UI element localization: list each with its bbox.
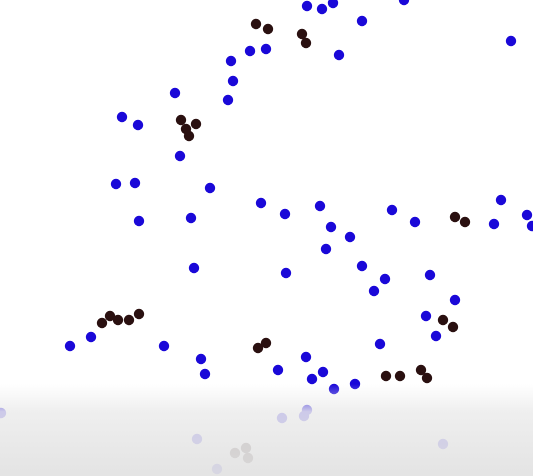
blue-dot-10	[227, 75, 239, 87]
blue-dot-41	[430, 330, 442, 342]
blue-dot-47	[199, 368, 211, 380]
blue-dot-57	[211, 463, 223, 475]
blue-dot-43	[64, 340, 76, 352]
blue-dot-3	[356, 15, 368, 27]
blue-dot-59	[0, 407, 7, 419]
blue-dot-35	[356, 260, 368, 272]
dark-dot-1	[262, 23, 274, 35]
blue-dot-39	[449, 294, 461, 306]
blue-dot-2	[327, 0, 339, 9]
blue-dot-18	[204, 182, 216, 194]
blue-dot-11	[222, 94, 234, 106]
dark-dot-5	[190, 118, 202, 130]
dark-dot-11	[104, 310, 116, 322]
blue-dot-21	[255, 197, 267, 209]
blue-dot-16	[110, 178, 122, 190]
blue-dot-27	[386, 204, 398, 216]
blue-dot-28	[409, 216, 421, 228]
blue-dot-54	[276, 412, 288, 424]
blue-dot-56	[191, 433, 203, 445]
dark-dot-16	[260, 337, 272, 349]
blue-dot-0	[301, 0, 313, 12]
dark-dot-13	[123, 314, 135, 326]
dark-dot-14	[133, 308, 145, 320]
dark-dot-23	[229, 447, 241, 459]
blue-dot-1	[316, 3, 328, 15]
blue-dot-31	[521, 209, 533, 221]
blue-dot-45	[158, 340, 170, 352]
blue-dot-32	[526, 220, 533, 232]
blue-dot-22	[279, 208, 291, 220]
blue-dot-8	[333, 49, 345, 61]
blue-dot-7	[260, 43, 272, 55]
blue-dot-53	[349, 378, 361, 390]
blue-dot-5	[505, 35, 517, 47]
blue-dot-49	[300, 351, 312, 363]
blue-dot-52	[328, 383, 340, 395]
dark-dot-24	[240, 442, 252, 454]
dark-dot-7	[180, 123, 192, 135]
dark-dot-2	[296, 28, 308, 40]
blue-dot-42	[374, 338, 386, 350]
blue-dot-9	[225, 55, 237, 67]
dark-dot-9	[459, 216, 471, 228]
blue-dot-38	[424, 269, 436, 281]
blue-dot-13	[116, 111, 128, 123]
blue-dot-6	[244, 45, 256, 57]
blue-dot-23	[314, 200, 326, 212]
blue-dot-24	[325, 221, 337, 233]
blue-dot-19	[133, 215, 145, 227]
blue-dot-37	[368, 285, 380, 297]
dark-dot-25	[242, 452, 254, 464]
dark-dot-18	[394, 370, 406, 382]
blue-dot-15	[174, 150, 186, 162]
blue-dot-58	[437, 438, 449, 450]
blue-dot-25	[344, 231, 356, 243]
blue-dot-40	[420, 310, 432, 322]
blue-dot-33	[188, 262, 200, 274]
blue-dot-50	[317, 366, 329, 378]
dark-dot-10	[96, 317, 108, 329]
dark-dot-17	[380, 370, 392, 382]
blue-dot-14	[132, 119, 144, 131]
blue-dot-48	[272, 364, 284, 376]
blue-dot-46	[195, 353, 207, 365]
blue-dot-51	[306, 373, 318, 385]
blue-dot-26	[320, 243, 332, 255]
blue-dot-36	[379, 273, 391, 285]
blue-dot-17	[129, 177, 141, 189]
dark-dot-20	[421, 372, 433, 384]
blue-dot-20	[185, 212, 197, 224]
dark-dot-22	[447, 321, 459, 333]
dark-dot-8	[449, 211, 461, 223]
blue-dot-34	[280, 267, 292, 279]
blue-dot-12	[169, 87, 181, 99]
blue-dot-44	[85, 331, 97, 343]
dark-dot-21	[437, 314, 449, 326]
blue-dot-4	[398, 0, 410, 6]
dark-dot-15	[252, 342, 264, 354]
dark-dot-12	[112, 314, 124, 326]
blue-dot-60	[301, 404, 313, 416]
blue-dot-29	[495, 194, 507, 206]
dark-dot-19	[415, 364, 427, 376]
blue-dot-30	[488, 218, 500, 230]
dark-dot-3	[300, 37, 312, 49]
dark-dot-0	[250, 18, 262, 30]
dark-dot-4	[175, 114, 187, 126]
